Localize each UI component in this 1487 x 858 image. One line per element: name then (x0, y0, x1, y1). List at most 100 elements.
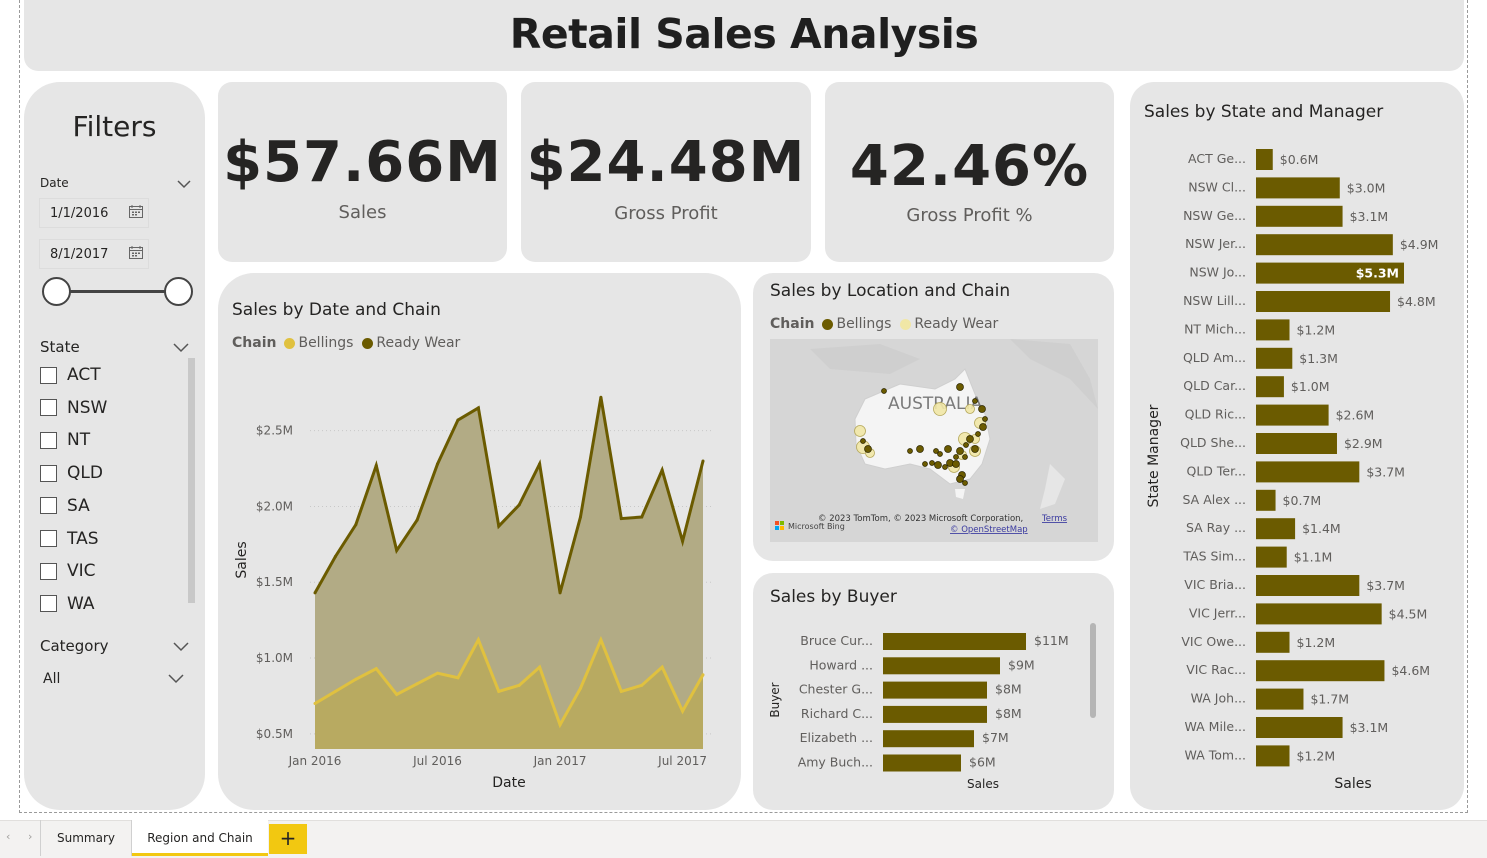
data-point[interactable] (415, 518, 419, 522)
map-point-bellings[interactable] (944, 445, 952, 453)
manager-bar[interactable] (1256, 433, 1337, 454)
manager-bar[interactable] (1256, 489, 1276, 511)
checkbox[interactable] (40, 464, 57, 482)
manager-bar[interactable] (1256, 347, 1293, 369)
manager-bar[interactable] (1256, 205, 1343, 227)
manager-bar[interactable] (1256, 461, 1360, 483)
manager-bar[interactable] (1256, 575, 1360, 596)
chevron-down-icon[interactable] (172, 640, 190, 652)
manager-bar[interactable] (1256, 404, 1329, 426)
area-chart[interactable]: $0.5M $1.0M $1.5M $2.0M $2.5M Jan 2016 Jul 201… (218, 360, 741, 800)
chevron-down-icon[interactable] (172, 341, 190, 353)
manager-bar[interactable] (1256, 688, 1304, 710)
data-point[interactable] (660, 468, 664, 472)
data-point[interactable] (456, 676, 460, 680)
manager-bar[interactable] (1256, 177, 1340, 199)
checkbox[interactable] (40, 431, 57, 449)
map-terms-link[interactable]: Terms (1041, 514, 1068, 524)
state-option-act[interactable]: ACT (40, 363, 101, 387)
data-point[interactable] (415, 682, 419, 686)
category-dropdown[interactable]: All (40, 668, 190, 692)
data-point[interactable] (476, 406, 480, 410)
state-option-vic[interactable]: VIC (40, 559, 96, 583)
data-point[interactable] (640, 515, 644, 519)
data-point[interactable] (599, 395, 603, 399)
slider-start-handle[interactable] (42, 277, 71, 306)
checkbox[interactable] (40, 562, 57, 580)
map-point-bellings[interactable] (956, 475, 964, 483)
map-point-bellings[interactable] (953, 454, 959, 460)
date-range-slider[interactable] (57, 290, 179, 293)
checkbox[interactable] (40, 530, 57, 547)
data-point[interactable] (619, 689, 623, 693)
state-option-sa[interactable]: SA (40, 494, 90, 518)
map-osm-link[interactable]: © OpenStreetMap (950, 525, 1028, 535)
map-point-bellings[interactable] (952, 460, 960, 468)
data-point[interactable] (456, 418, 460, 422)
data-point[interactable] (374, 667, 378, 671)
data-point[interactable] (354, 523, 358, 527)
data-point[interactable] (395, 692, 399, 696)
state-scrollbar[interactable] (188, 358, 195, 603)
data-point[interactable] (681, 539, 685, 543)
data-point[interactable] (558, 723, 562, 727)
legend-item-bellings[interactable]: Bellings (298, 335, 354, 351)
map-legend-item-bellings[interactable]: Bellings (836, 316, 892, 332)
chevron-down-icon[interactable] (175, 178, 193, 190)
map-point-bellings[interactable] (982, 416, 988, 422)
data-point[interactable] (497, 689, 501, 693)
map-point-bellings[interactable] (956, 447, 964, 455)
data-point[interactable] (538, 462, 542, 466)
data-point[interactable] (497, 524, 501, 528)
data-point[interactable] (436, 462, 440, 466)
buyer-bar[interactable] (883, 681, 987, 699)
calendar-icon[interactable] (129, 205, 143, 218)
map-point-bellings[interactable] (907, 448, 913, 454)
manager-bar[interactable] (1256, 234, 1393, 256)
state-option-tas[interactable]: TAS (40, 527, 99, 551)
map-point-bellings[interactable] (963, 442, 969, 448)
map-point-bellings[interactable] (864, 445, 872, 453)
tab-region-and-chain[interactable]: Region and Chain (132, 820, 268, 856)
tab-scroll-left-icon[interactable]: ‹ (6, 830, 11, 843)
data-point[interactable] (538, 665, 542, 669)
data-point[interactable] (333, 554, 337, 558)
map-point-bellings[interactable] (929, 460, 935, 466)
state-option-nsw[interactable]: NSW (40, 396, 107, 420)
manager-bar[interactable] (1256, 631, 1290, 653)
state-option-wa[interactable]: WA (40, 592, 95, 616)
add-page-button[interactable]: + (269, 824, 307, 854)
map-point-bellings[interactable] (937, 451, 943, 457)
manager-bar[interactable] (1256, 149, 1273, 170)
data-point[interactable] (640, 683, 644, 687)
state-manager-bar-chart[interactable]: ACT Ge... $0.6M NSW Cl... $3.0M NSW Ge... $3.… (1130, 140, 1464, 805)
data-point[interactable] (436, 671, 440, 675)
legend-item-ready-wear[interactable]: Ready Wear (376, 335, 461, 351)
map-point-bellings[interactable] (978, 405, 986, 413)
data-point[interactable] (313, 702, 317, 706)
manager-bar[interactable] (1256, 376, 1284, 398)
map-point-bellings[interactable] (962, 454, 968, 460)
map-point-bellings[interactable] (956, 383, 964, 391)
data-point[interactable] (333, 689, 337, 693)
date-start-input[interactable]: 1/1/2016 (39, 198, 149, 228)
map-point-bellings[interactable] (860, 438, 866, 444)
tab-scroll-right-icon[interactable]: › (28, 830, 33, 843)
manager-bar[interactable] (1256, 660, 1385, 682)
data-point[interactable] (681, 709, 685, 713)
state-option-nt[interactable]: NT (40, 428, 90, 452)
map-point-bellings[interactable] (979, 423, 987, 431)
data-point[interactable] (578, 686, 582, 690)
data-point[interactable] (701, 673, 705, 677)
data-point[interactable] (517, 503, 521, 507)
slider-end-handle[interactable] (164, 277, 193, 306)
map-point-ready-wear[interactable] (854, 425, 866, 437)
manager-bar[interactable] (1256, 546, 1287, 568)
buyer-bar[interactable] (883, 730, 974, 748)
tab-summary[interactable]: Summary (40, 820, 132, 856)
checkbox[interactable] (40, 497, 57, 515)
manager-bar[interactable] (1256, 717, 1343, 738)
map-point-bellings[interactable] (966, 435, 974, 443)
checkbox[interactable] (40, 366, 57, 384)
data-point[interactable] (599, 638, 603, 642)
